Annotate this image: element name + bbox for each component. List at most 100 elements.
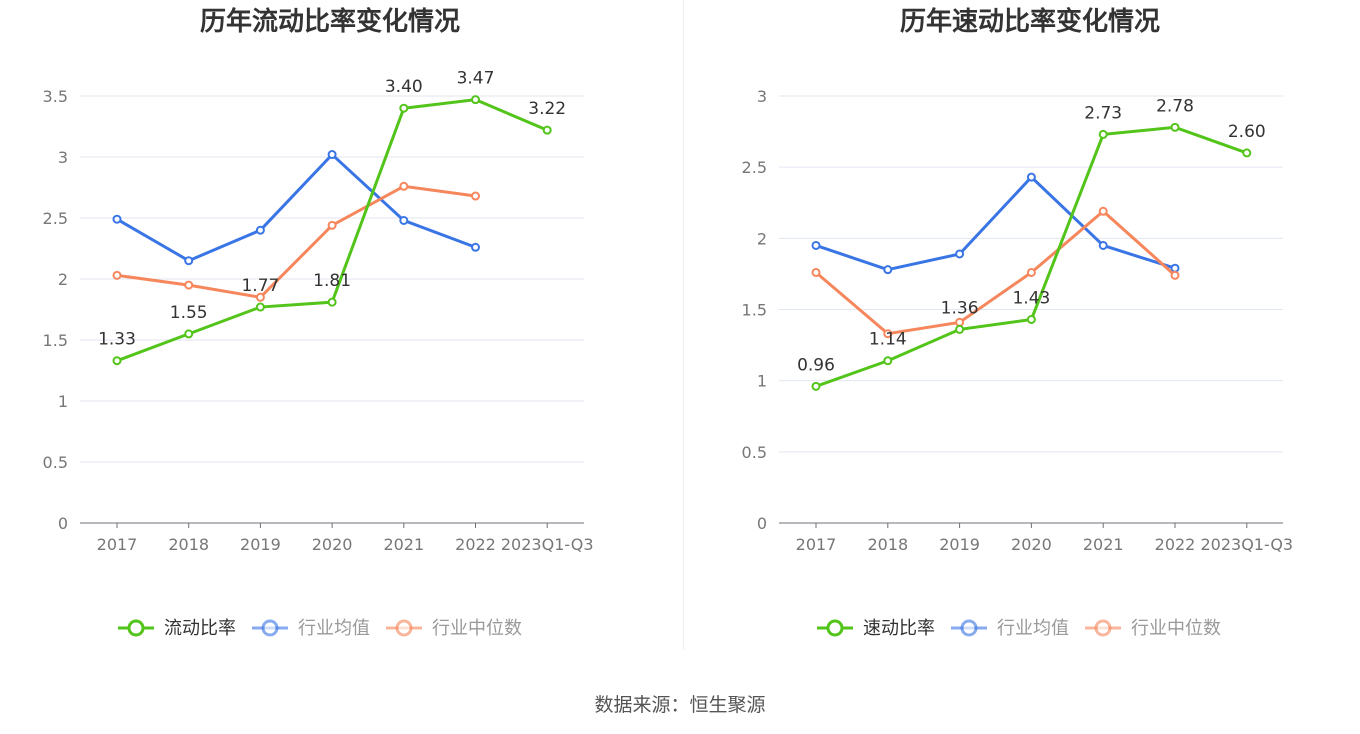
x-tick-label: 2020 bbox=[1011, 535, 1052, 554]
x-tick-label: 2022 bbox=[1155, 535, 1196, 554]
data-label: 3.47 bbox=[457, 69, 495, 89]
data-point bbox=[883, 356, 893, 366]
legend-marker-icon bbox=[960, 619, 978, 637]
data-point bbox=[255, 292, 265, 302]
legend-item[interactable]: 行业均值 bbox=[997, 618, 1069, 639]
data-label: 1.77 bbox=[241, 276, 279, 296]
x-tick-label: 2020 bbox=[312, 535, 353, 554]
data-point bbox=[1098, 129, 1108, 139]
data-point bbox=[1098, 240, 1108, 250]
data-point bbox=[1170, 122, 1180, 132]
legend-marker-icon bbox=[826, 619, 844, 637]
data-label: 3.40 bbox=[385, 77, 423, 97]
data-point bbox=[883, 329, 893, 339]
data-point bbox=[883, 265, 893, 275]
y-tick-label: 0.5 bbox=[43, 453, 68, 472]
data-point bbox=[1170, 270, 1180, 280]
y-tick-label: 1.5 bbox=[742, 301, 767, 320]
y-tick-label: 0 bbox=[58, 514, 68, 533]
data-label: 2.78 bbox=[1156, 96, 1194, 116]
data-label: 1.33 bbox=[98, 330, 136, 350]
x-tick-label: 2023Q1-Q3 bbox=[1200, 535, 1293, 554]
data-point bbox=[811, 381, 821, 391]
data-point bbox=[327, 220, 337, 230]
x-tick-label: 2019 bbox=[939, 535, 980, 554]
data-point bbox=[471, 191, 480, 201]
data-point bbox=[255, 302, 265, 312]
data-point bbox=[112, 214, 122, 224]
data-point bbox=[955, 317, 965, 327]
legend-item[interactable]: 行业中位数 bbox=[1131, 618, 1221, 639]
y-tick-label: 1.5 bbox=[43, 331, 68, 350]
data-point bbox=[811, 267, 821, 277]
x-tick-label: 2017 bbox=[796, 535, 837, 554]
y-tick-label: 1 bbox=[757, 372, 767, 391]
x-tick-label: 2018 bbox=[867, 535, 908, 554]
legend-marker-icon bbox=[261, 619, 279, 637]
data-point bbox=[471, 95, 480, 105]
data-point bbox=[399, 215, 409, 225]
data-point bbox=[1026, 314, 1036, 324]
chart-divider bbox=[683, 0, 684, 650]
data-source: 数据来源：恒生聚源 bbox=[594, 694, 766, 716]
data-point bbox=[184, 256, 194, 266]
y-tick-label: 2.5 bbox=[742, 158, 767, 177]
legend-item[interactable]: 速动比率 bbox=[863, 618, 935, 639]
data-label: 2.60 bbox=[1228, 122, 1266, 142]
data-point bbox=[327, 297, 337, 307]
data-point bbox=[184, 329, 194, 339]
data-point bbox=[255, 225, 265, 235]
legend-item[interactable]: 行业均值 bbox=[298, 618, 370, 639]
legend-marker-icon bbox=[395, 619, 413, 637]
data-point bbox=[1170, 263, 1180, 273]
legend-marker-icon bbox=[1094, 619, 1112, 637]
data-point bbox=[112, 270, 122, 280]
y-tick-label: 3 bbox=[757, 87, 767, 106]
data-point bbox=[1098, 206, 1108, 216]
data-label: 2.73 bbox=[1084, 103, 1122, 123]
legend-marker-icon bbox=[127, 619, 145, 637]
x-tick-label: 2018 bbox=[168, 535, 209, 554]
y-tick-label: 2 bbox=[757, 229, 767, 248]
y-tick-label: 3.5 bbox=[43, 87, 68, 106]
x-tick-label: 2022 bbox=[455, 535, 496, 554]
legend-item[interactable]: 行业中位数 bbox=[432, 618, 522, 639]
data-point bbox=[184, 280, 194, 290]
data-point bbox=[1026, 172, 1036, 182]
data-label: 1.81 bbox=[313, 271, 351, 291]
data-label: 1.43 bbox=[1012, 288, 1050, 308]
x-tick-label: 2017 bbox=[97, 535, 138, 554]
x-tick-label: 2021 bbox=[383, 535, 424, 554]
data-label: 0.96 bbox=[797, 355, 835, 375]
series-line-1 bbox=[116, 152, 477, 263]
data-point bbox=[811, 240, 821, 250]
x-tick-label: 2021 bbox=[1083, 535, 1124, 554]
data-label: 1.36 bbox=[941, 298, 979, 318]
series-line-1 bbox=[815, 174, 1176, 272]
data-label: 3.22 bbox=[528, 99, 566, 119]
data-point bbox=[542, 125, 552, 135]
y-tick-label: 3 bbox=[58, 148, 68, 167]
data-label: 1.14 bbox=[869, 330, 907, 350]
data-point bbox=[112, 356, 122, 366]
data-point bbox=[327, 150, 337, 160]
data-label: 1.55 bbox=[170, 303, 208, 323]
data-point bbox=[955, 324, 965, 334]
data-point bbox=[955, 249, 965, 259]
legend-item[interactable]: 流动比率 bbox=[164, 618, 236, 639]
y-tick-label: 2.5 bbox=[43, 209, 68, 228]
data-point bbox=[471, 242, 480, 252]
y-tick-label: 2 bbox=[58, 270, 68, 289]
chart-title: 历年流动比率变化情况 bbox=[200, 6, 460, 37]
data-point bbox=[399, 181, 409, 191]
x-tick-label: 2019 bbox=[240, 535, 281, 554]
x-tick-label: 2023Q1-Q3 bbox=[501, 535, 594, 554]
chart-title: 历年速动比率变化情况 bbox=[900, 6, 1160, 37]
series-line-2 bbox=[815, 209, 1176, 336]
y-tick-label: 0 bbox=[757, 514, 767, 533]
y-tick-label: 0.5 bbox=[742, 443, 767, 462]
data-point bbox=[1242, 148, 1252, 158]
data-point bbox=[1026, 267, 1036, 277]
y-tick-label: 1 bbox=[58, 392, 68, 411]
